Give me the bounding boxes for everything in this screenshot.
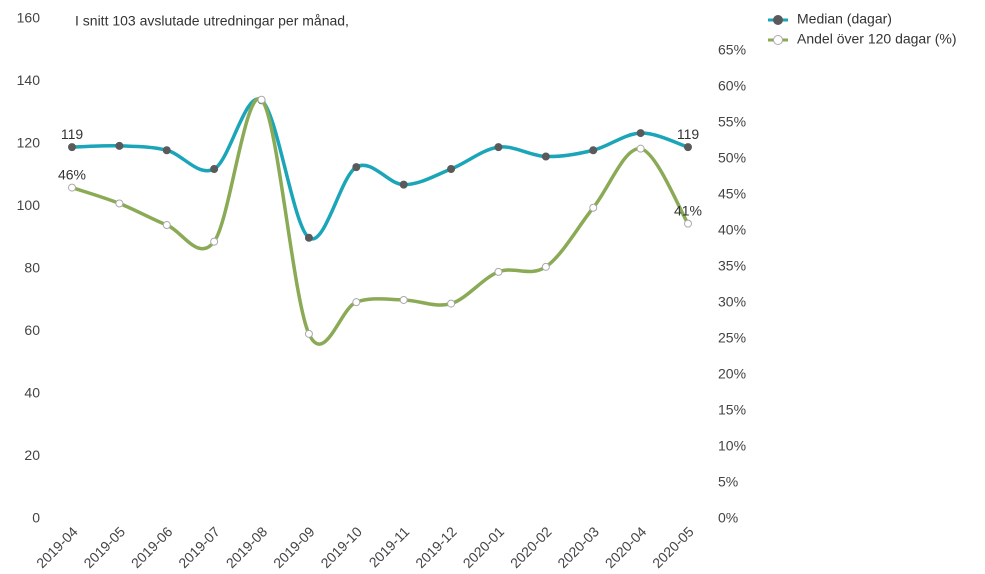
legend-label: Andel över 120 dagar (%) (797, 31, 957, 47)
data-point (210, 237, 219, 246)
y-tick-label: 0 (32, 510, 40, 526)
data-point (447, 165, 456, 173)
y-tick-label: 120 (17, 135, 41, 151)
series-line (71, 97, 689, 241)
y2-tick-label: 35% (718, 258, 746, 274)
x-tick-label: 2019-07 (175, 523, 223, 571)
x-tick-label: 2019-05 (80, 523, 128, 571)
data-point (494, 143, 503, 152)
data-point (684, 143, 692, 152)
y2-tick-label: 30% (718, 294, 746, 310)
y-tick-label: 100 (17, 197, 41, 213)
x-tick-label: 2020-01 (460, 523, 508, 571)
x-tick-label: 2019-09 (270, 523, 318, 571)
data-point (636, 129, 645, 138)
x-tick-label: 2019-10 (317, 523, 365, 571)
legend-marker (773, 15, 783, 25)
x-tick-label: 2020-05 (649, 523, 697, 571)
data-label: 41% (674, 202, 702, 218)
x-tick-label: 2019-12 (412, 523, 460, 571)
y2-tick-label: 50% (718, 149, 746, 165)
x-tick-label: 2019-11 (366, 523, 413, 570)
y2-tick-label: 25% (718, 330, 746, 346)
data-point (162, 221, 171, 230)
data-point (399, 180, 408, 189)
data-point (447, 299, 456, 308)
y-tick-label: 80 (24, 260, 40, 276)
legend-label: Median (dagar) (797, 11, 892, 27)
data-label: 119 (61, 126, 84, 142)
x-tick-label: 2019-06 (128, 523, 176, 571)
x-tick-label: 2020-02 (507, 523, 555, 571)
y-tick-label: 60 (24, 322, 40, 338)
legend-marker (773, 35, 783, 45)
y-tick-label: 40 (24, 385, 40, 401)
data-point (115, 141, 124, 150)
data-point (162, 146, 171, 155)
y-tick-label: 140 (17, 72, 41, 88)
y-tick-label: 160 (17, 10, 41, 26)
x-tick-label: 2019-04 (33, 523, 81, 571)
x-tick-label: 2020-04 (602, 523, 650, 571)
data-point (210, 165, 219, 173)
y2-tick-label: 10% (718, 438, 746, 454)
x-tick-label: 2020-03 (554, 523, 602, 571)
data-point (257, 95, 266, 104)
data-point (636, 144, 645, 153)
y2-tick-label: 40% (718, 222, 746, 238)
data-point (684, 219, 692, 228)
data-point (589, 203, 598, 212)
data-point (399, 295, 408, 304)
data-point (589, 146, 598, 155)
data-label: 46% (58, 166, 86, 182)
y2-tick-label: 65% (718, 41, 746, 57)
y2-tick-label: 20% (718, 366, 746, 382)
data-point (541, 152, 550, 161)
data-point (352, 298, 361, 307)
data-point (304, 329, 313, 338)
data-point (68, 183, 76, 192)
y2-tick-label: 45% (718, 185, 746, 201)
data-point (541, 262, 550, 271)
y-tick-label: 20 (24, 447, 40, 463)
y2-tick-label: 60% (718, 77, 746, 93)
data-point (68, 143, 76, 152)
data-point (115, 199, 124, 208)
chart-title: I snitt 103 avslutade utredningar per må… (75, 13, 349, 29)
y2-tick-label: 0% (718, 510, 738, 526)
data-point (494, 267, 503, 276)
data-point (304, 233, 313, 242)
x-tick-label: 2019-08 (223, 523, 271, 571)
data-point (352, 163, 361, 172)
y2-tick-label: 55% (718, 113, 746, 129)
y2-tick-label: 15% (718, 402, 746, 418)
series-line (71, 96, 690, 346)
y2-tick-label: 5% (718, 474, 738, 490)
data-label: 119 (677, 126, 700, 142)
